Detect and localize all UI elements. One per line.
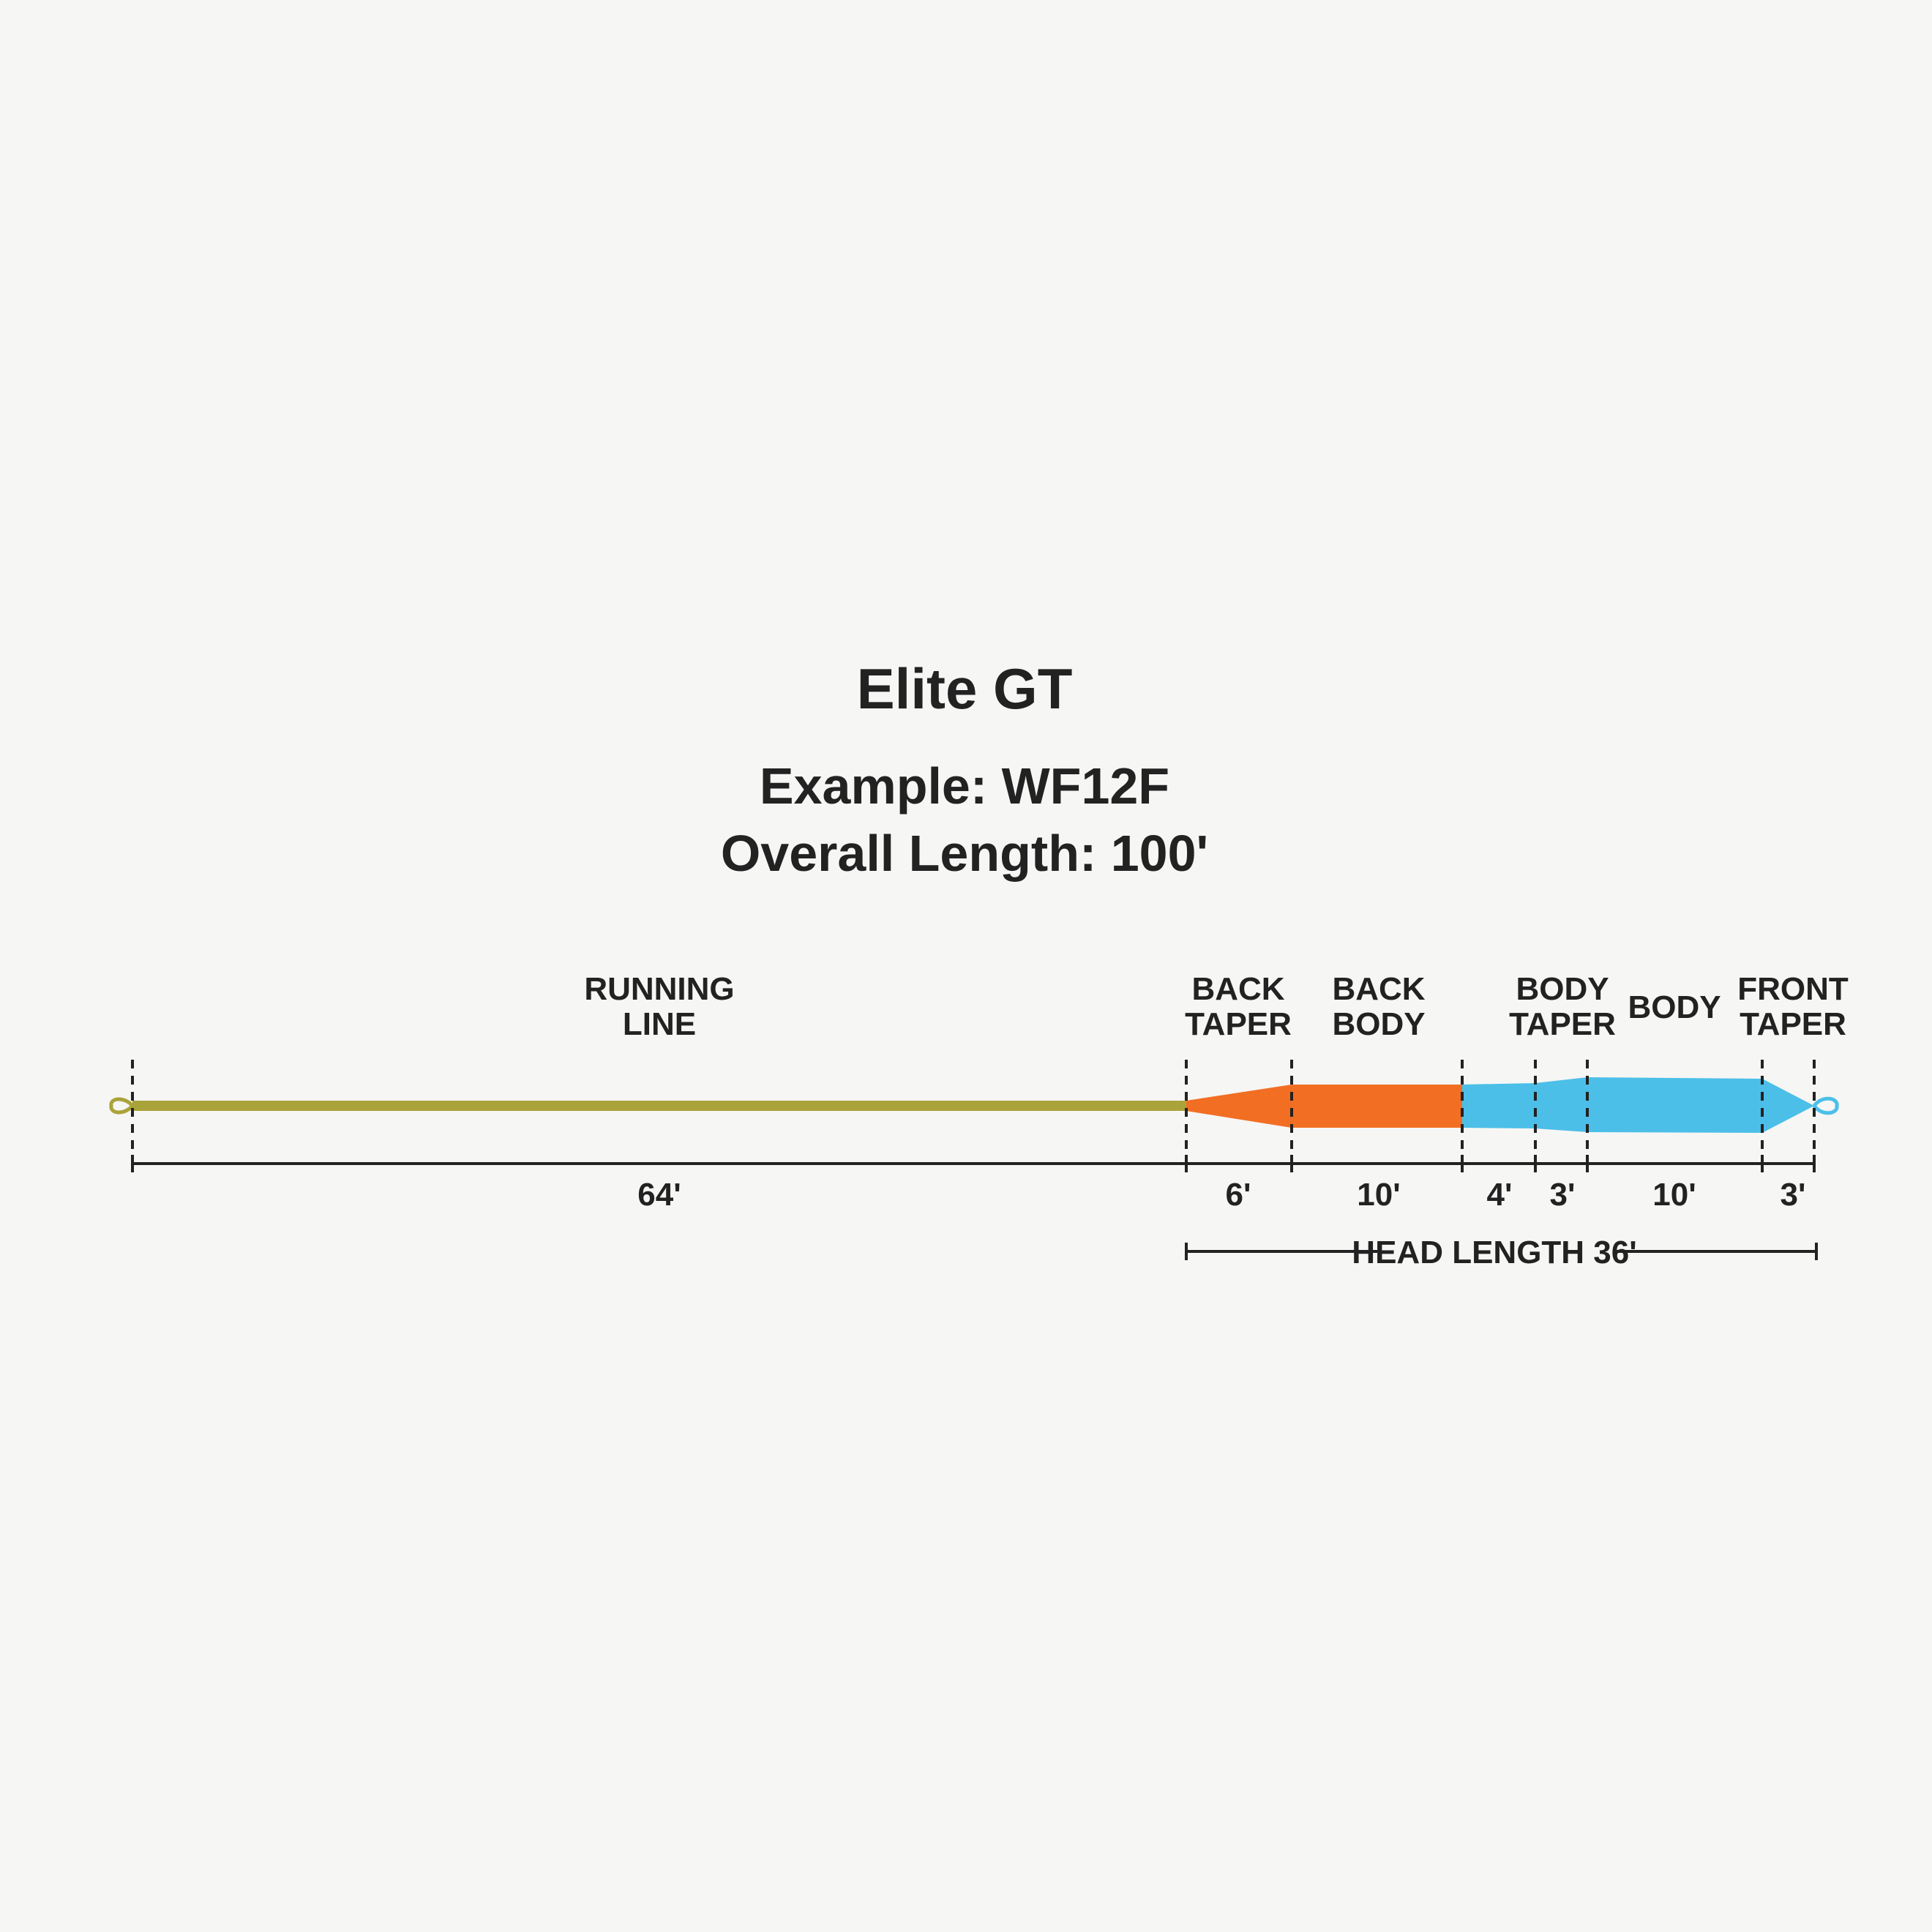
length-body-taper: 3' [1550,1177,1576,1213]
label-body-taper-1: BODY [1516,971,1609,1007]
label-back-taper-1: BACK [1191,971,1284,1007]
label-back-body-2: BODY [1332,1006,1425,1042]
rear-loop-icon [109,1097,134,1115]
example-line: Example: WF12F [760,757,1169,815]
label-running-line-2: LINE [623,1006,696,1042]
length-running-line: 64' [637,1177,681,1213]
label-running-line-1: RUNNING [584,971,734,1007]
label-body-taper-2: TAPER [1509,1006,1616,1042]
back-body-segment [1292,1085,1462,1128]
running-line-segment [132,1101,1186,1111]
head-length-label: HEAD LENGTH 36' [1352,1235,1636,1270]
front-head-segment [1462,1077,1814,1133]
length-transition: 4' [1487,1177,1513,1213]
label-front-taper-1: FRONT [1737,971,1849,1007]
label-body: BODY [1628,989,1721,1025]
diagram-title: Elite GT [857,656,1073,721]
overall-length: Overall Length: 100' [721,825,1208,882]
length-front-taper: 3' [1781,1177,1806,1213]
length-back-taper: 6' [1226,1177,1251,1213]
back-taper-segment [1186,1085,1292,1128]
label-back-taper-2: TAPER [1185,1006,1292,1042]
length-back-body: 10' [1357,1177,1400,1213]
label-front-taper-2: TAPER [1740,1006,1846,1042]
front-loop-icon [1812,1096,1839,1115]
length-body: 10' [1652,1177,1696,1213]
label-back-body-1: BACK [1332,971,1425,1007]
